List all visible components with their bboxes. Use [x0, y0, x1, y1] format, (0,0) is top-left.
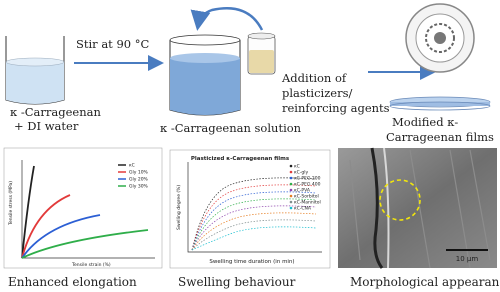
illustrative-curve: [191, 219, 317, 251]
beaker-solution: [169, 34, 241, 116]
axis-label: Tensile strain (%): [71, 262, 111, 268]
caption: Swelling behaviour: [178, 275, 296, 289]
scale-label: 10 µm: [456, 255, 479, 263]
legend-swatch: [289, 182, 293, 186]
axis-label: Swelling time duration (in min): [209, 259, 294, 265]
caption: Morphological appearance: [350, 275, 500, 289]
step-label: + DI water: [14, 119, 79, 133]
petri-dish: [389, 96, 491, 111]
legend-swatch: [289, 194, 293, 198]
legend-swatch: [289, 170, 293, 174]
illustrative-curve: [191, 184, 317, 251]
legend-swatch: [289, 200, 293, 204]
step-label: plasticizers/: [282, 86, 352, 100]
legend-label: Gly 20%: [129, 177, 149, 183]
legend-label: Gly 30%: [129, 184, 149, 190]
legend-label: Gly 10%: [129, 170, 149, 176]
step-label: κ -Carrageenan solution: [160, 121, 302, 135]
caption: Enhanced elongation: [8, 275, 137, 289]
step-label: Carrageenan films: [386, 130, 494, 144]
step-label: reinforcing agents: [282, 101, 390, 115]
illustrative-curve: [191, 205, 317, 251]
arrow: [190, 7, 264, 31]
illustrative-curve: [191, 177, 317, 251]
chart-title: Plasticized κ-Carrageenan films: [191, 156, 290, 162]
legend-label: κC: [294, 164, 300, 170]
vial: [247, 32, 276, 75]
illustrative-curve: [191, 191, 317, 251]
axis-label: Tensile stress (MPa): [8, 181, 14, 226]
legend-swatch: [289, 176, 293, 180]
legend-swatch: [289, 164, 293, 168]
beaker-water: [5, 36, 65, 105]
illustrative-curve: [191, 198, 317, 251]
swelling-panel: [169, 149, 331, 269]
legend-label: κC-gly: [294, 170, 309, 176]
legend-label: κC-CNA: [294, 206, 312, 212]
step-label: Stir at 90 °C: [76, 37, 150, 51]
logo: [405, 3, 475, 73]
step-label: Addition of: [281, 71, 347, 85]
legend-label: κC-PVA: [294, 188, 311, 194]
legend-label: κC-PEG 200: [294, 176, 321, 182]
step-label: κ -Carrageenan: [10, 105, 101, 119]
legend-label: κC-PEG 400: [294, 182, 321, 188]
legend-label: κC-Sorbitol: [294, 194, 319, 200]
sem-image: [338, 147, 497, 269]
legend-swatch: [289, 188, 293, 192]
tensile-panel: [3, 147, 163, 269]
step-label: Modified κ-: [392, 115, 458, 129]
axis-label: Swelling degree (%): [176, 185, 182, 230]
illustrative-curve: [191, 212, 317, 251]
legend-swatch: [289, 206, 293, 210]
legend-label: κC-Mannitol: [294, 200, 321, 206]
legend-label: κC: [129, 163, 135, 169]
